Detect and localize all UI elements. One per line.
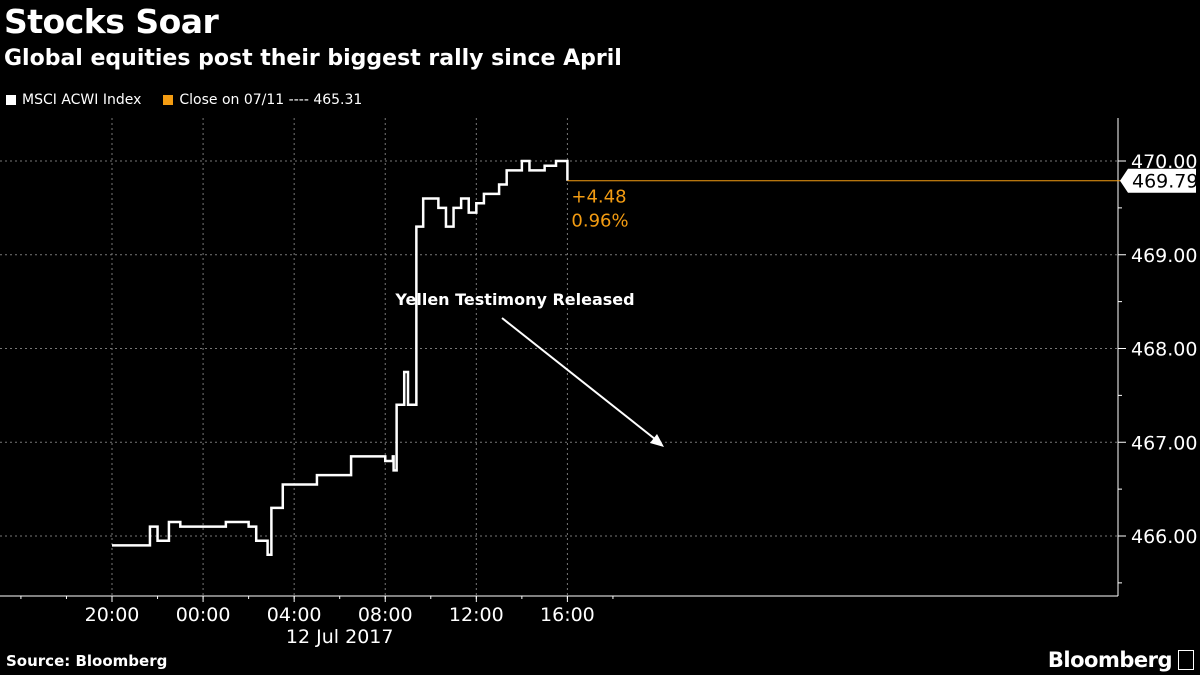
last-value-label: 469.79	[1132, 171, 1198, 193]
x-date-label: 12 Jul 2017	[286, 626, 394, 648]
annotation-arrow-head	[650, 434, 664, 447]
change-pct-label: 0.96%	[571, 211, 628, 232]
y-tick-label: 467.00	[1131, 432, 1197, 454]
y-tick-label: 468.00	[1131, 339, 1197, 361]
change-label: +4.48	[571, 187, 626, 208]
bloomberg-logo: Bloomberg	[1047, 648, 1173, 672]
source-label: Source: Bloomberg	[6, 652, 168, 670]
x-tick-label: 04:00	[267, 604, 322, 626]
x-tick-label: 00:00	[176, 604, 231, 626]
annotation-label: Yellen Testimony Released	[394, 290, 634, 309]
annotation-group: Yellen Testimony Released	[394, 290, 664, 447]
legend-swatch-index	[6, 95, 16, 105]
chart-subtitle: Global equities post their biggest rally…	[4, 46, 622, 71]
legend-label-close: Close on 07/11 ---- 465.31	[179, 92, 363, 108]
grid	[0, 118, 1118, 596]
x-tick-label: 16:00	[540, 604, 595, 626]
series-line	[112, 159, 569, 556]
legend: MSCI ACWI Index Close on 07/11 ---- 465.…	[6, 92, 362, 108]
legend-label-index: MSCI ACWI Index	[22, 92, 142, 108]
plot-area: 469.79 +4.48 0.96%	[112, 159, 1198, 556]
last-value-tag-bg	[1120, 168, 1196, 193]
x-tick-label: 12:00	[449, 604, 504, 626]
y-tick-label: 469.00	[1131, 245, 1197, 267]
annotation-arrow-line	[501, 317, 661, 444]
bloomberg-logo-icon	[1178, 650, 1194, 670]
y-tick-label: 466.00	[1131, 526, 1197, 548]
last-value-tag: 469.79	[1120, 168, 1198, 193]
x-tick-label: 08:00	[358, 604, 413, 626]
legend-swatch-close	[163, 95, 174, 105]
y-tick-label: 470.00	[1131, 151, 1197, 173]
chart-title: Stocks Soar	[4, 2, 219, 41]
x-tick-label: 20:00	[85, 604, 140, 626]
axes: 466.00 467.00 468.00 469.00 470.00 20:00 00:00…	[0, 118, 1197, 648]
